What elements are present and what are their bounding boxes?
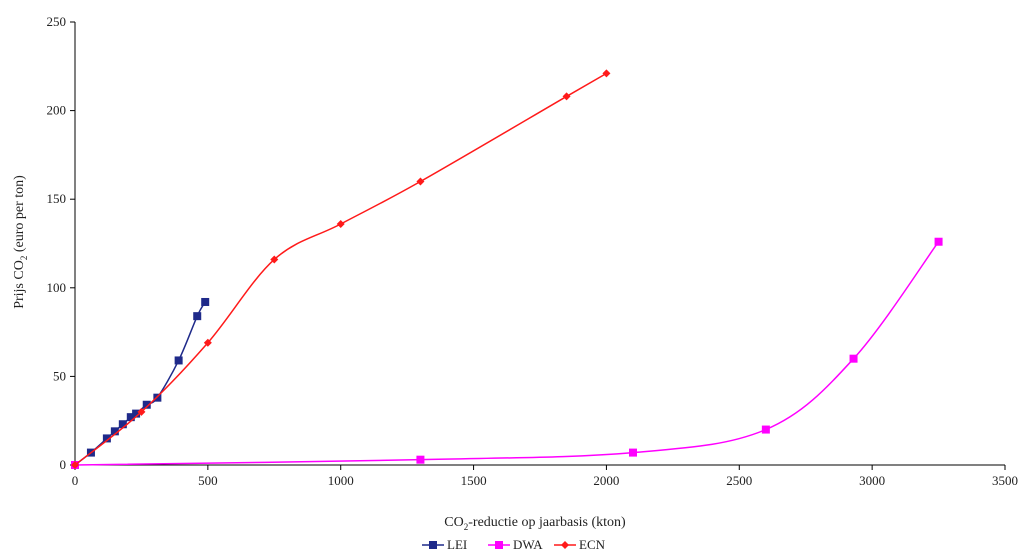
- data-point-ecn: [71, 461, 79, 469]
- data-point-ecn: [137, 407, 146, 416]
- x-tick-label: 500: [198, 473, 218, 488]
- x-axis-title: CO2-reductie op jaarbasis (kton): [444, 515, 626, 532]
- series-layer: [71, 69, 943, 469]
- data-point-ecn: [602, 69, 611, 78]
- x-tick-label: 3500: [992, 473, 1018, 488]
- legend-item-dwa: DWA: [488, 537, 543, 552]
- y-tick-label: 250: [47, 14, 67, 29]
- data-point-lei: [118, 420, 127, 429]
- legend-item-ecn: ECN: [554, 537, 606, 552]
- data-point-lei: [102, 434, 111, 443]
- x-tick-label: 1000: [328, 473, 354, 488]
- data-point-lei: [132, 409, 141, 418]
- y-tick-label: 50: [53, 368, 66, 383]
- data-point-dwa: [416, 455, 425, 464]
- x-tick-label: 2500: [726, 473, 752, 488]
- data-point-lei: [142, 400, 151, 409]
- data-point-dwa: [849, 354, 858, 363]
- series-line-dwa: [74, 241, 940, 466]
- legend-label-lei: LEI: [447, 537, 467, 552]
- y-axis-title: Prijs CO2 (euro per ton): [12, 175, 29, 309]
- y-axis-title-main: Prijs CO: [12, 260, 27, 309]
- x-axis-title-sub: 2: [464, 522, 469, 532]
- y-axis-title-rest: (euro per ton): [12, 175, 27, 256]
- data-point-dwa: [761, 425, 770, 434]
- data-point-lei: [110, 427, 119, 436]
- data-point-ecn: [562, 92, 571, 101]
- data-point-lei: [174, 356, 183, 365]
- y-axis-title-sub: 2: [19, 256, 29, 261]
- legend-label-dwa: DWA: [513, 537, 543, 552]
- data-point-ecn: [203, 338, 212, 347]
- data-point-ecn: [270, 255, 279, 264]
- legend-label-ecn: ECN: [579, 537, 606, 552]
- data-point-lei: [201, 297, 210, 306]
- y-tick-label: 150: [47, 191, 67, 206]
- x-tick-label: 3000: [859, 473, 885, 488]
- legend-swatch-marker: [561, 541, 569, 549]
- data-point-dwa: [629, 448, 637, 457]
- legend: LEI DWA ECN: [422, 537, 606, 552]
- data-point-ecn: [416, 177, 425, 186]
- x-tick-label: 0: [72, 473, 79, 488]
- legend-swatch-marker: [495, 541, 503, 549]
- legend-swatch-marker: [429, 541, 437, 549]
- y-tick-label: 0: [60, 457, 67, 472]
- x-axis-title-main: CO: [444, 515, 463, 530]
- legend-item-lei: LEI: [422, 537, 467, 552]
- x-tick-label: 1500: [461, 473, 487, 488]
- series-ecn: [71, 69, 611, 469]
- data-point-ecn: [336, 220, 345, 229]
- series-line-ecn: [74, 72, 607, 466]
- series-lei: [71, 297, 210, 469]
- data-point-lei: [126, 413, 135, 422]
- x-axis-title-rest: -reductie op jaarbasis (kton): [468, 515, 626, 530]
- y-tick-label: 200: [47, 103, 67, 118]
- series-line-lei: [74, 301, 206, 466]
- x-tick-label: 2000: [593, 473, 619, 488]
- series-dwa: [71, 237, 943, 469]
- y-tick-label: 100: [47, 280, 67, 295]
- data-point-dwa: [934, 237, 943, 246]
- axes: [70, 21, 1006, 470]
- data-point-lei: [193, 312, 202, 321]
